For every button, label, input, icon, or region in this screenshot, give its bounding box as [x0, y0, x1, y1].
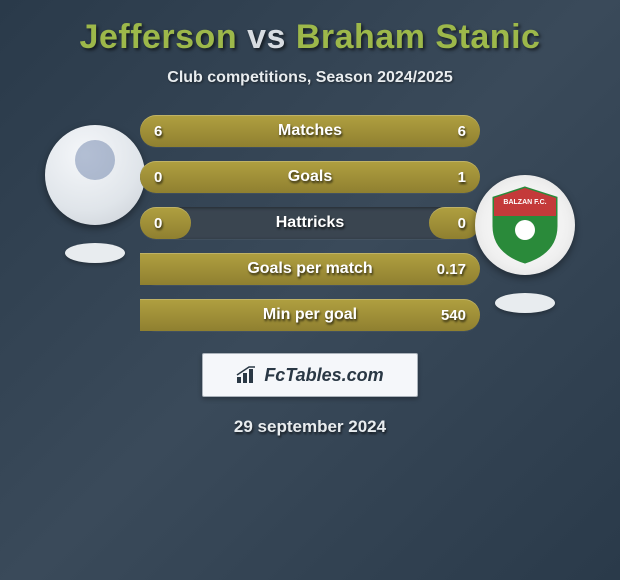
brand-box: FcTables.com [202, 353, 418, 397]
stat-row: Min per goal540 [140, 299, 480, 331]
stat-value-right: 0 [458, 207, 466, 239]
subtitle: Club competitions, Season 2024/2025 [167, 69, 452, 87]
player1-country-flag [65, 243, 125, 263]
stat-row: Goals01 [140, 161, 480, 193]
player2-column: BALZAN F.C. [470, 175, 580, 313]
player1-avatar [45, 125, 145, 225]
brand-text: FcTables.com [264, 365, 383, 386]
shield-icon: BALZAN F.C. [490, 186, 560, 264]
player2-club-badge: BALZAN F.C. [475, 175, 575, 275]
player2-country-flag [495, 293, 555, 313]
bar-fill-right [140, 299, 480, 331]
stat-value-right: 1 [458, 161, 466, 193]
stat-value-right: 540 [441, 299, 466, 331]
stat-value-left: 0 [154, 161, 162, 193]
stat-value-right: 0.17 [437, 253, 466, 285]
stats-area: Matches66Goals01Hattricks00Goals per mat… [0, 115, 620, 331]
bar-fill-left [140, 115, 310, 147]
stat-value-left: 0 [154, 207, 162, 239]
bar-fill-right [429, 207, 480, 239]
snapshot-date: 29 september 2024 [234, 417, 386, 437]
stat-value-right: 6 [458, 115, 466, 147]
stat-value-left: 6 [154, 115, 162, 147]
chart-icon [236, 366, 258, 384]
stat-row: Goals per match0.17 [140, 253, 480, 285]
vs-text: vs [247, 18, 286, 56]
stat-row: Hattricks00 [140, 207, 480, 239]
comparison-title: Jefferson vs Braham Stanic [80, 18, 541, 57]
stat-row: Matches66 [140, 115, 480, 147]
bar-fill-right [310, 115, 480, 147]
bar-fill-right [140, 253, 480, 285]
stat-bars: Matches66Goals01Hattricks00Goals per mat… [140, 115, 480, 331]
player1-name: Jefferson [80, 18, 238, 56]
bar-fill-right [201, 161, 480, 193]
bar-fill-left [140, 207, 191, 239]
player2-name: Braham Stanic [296, 18, 541, 56]
bar-fill-left [140, 161, 201, 193]
svg-text:BALZAN F.C.: BALZAN F.C. [503, 199, 546, 206]
player1-column [40, 125, 150, 263]
